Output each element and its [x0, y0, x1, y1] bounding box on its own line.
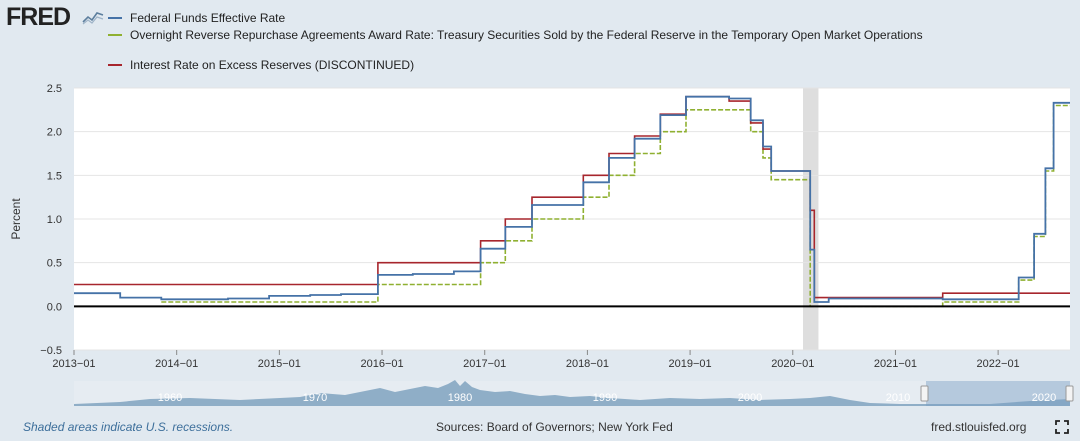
y-tick-label: 0.5: [47, 258, 62, 270]
legend-label: Federal Funds Effective Rate: [130, 11, 286, 25]
y-tick-label: −0.5: [40, 345, 62, 357]
range-slider-label: 1960: [158, 392, 182, 404]
legend-swatch: [108, 34, 122, 36]
x-tick-label: 2015−01: [258, 358, 301, 370]
legend-label: Interest Rate on Excess Reserves (DISCON…: [130, 58, 415, 72]
x-tick-label: 2022−01: [977, 358, 1020, 370]
range-slider-label: 2000: [738, 392, 762, 404]
legend-label: Overnight Reverse Repurchase Agreements …: [130, 28, 923, 42]
recession-note: Shaded areas indicate U.S. recessions.: [23, 420, 234, 434]
range-slider-label: 1980: [448, 392, 472, 404]
x-tick-label: 2019−01: [669, 358, 712, 370]
series-line[interactable]: [74, 95, 1070, 303]
range-slider[interactable]: 1960 1970 1980 1990 2000 2010 2020: [74, 380, 1074, 406]
range-slider-area: [74, 380, 1070, 406]
legend-swatch: [108, 64, 122, 66]
x-tick-label: 2021−01: [874, 358, 917, 370]
fullscreen-icon[interactable]: [1055, 420, 1069, 434]
y-axis-label: Percent: [9, 198, 23, 240]
fred-logo[interactable]: FRED: [6, 3, 71, 31]
range-slider-label: 2020: [1032, 392, 1056, 404]
range-slider-selection[interactable]: [926, 381, 1070, 406]
fred-link[interactable]: fred.stlouisfed.org: [931, 420, 1027, 434]
range-slider-label: 1990: [593, 392, 617, 404]
legend-swatch: [108, 17, 122, 19]
source-text: Sources: Board of Governors; New York Fe…: [436, 420, 673, 434]
range-slider-label: 2010: [886, 392, 910, 404]
y-tick-label: 2.0: [47, 127, 62, 139]
legend-item-ioer[interactable]: Interest Rate on Excess Reserves (DISCON…: [108, 58, 414, 72]
legend-item-onrrp[interactable]: Overnight Reverse Repurchase Agreements …: [108, 28, 923, 42]
range-handle-right[interactable]: [1065, 385, 1074, 402]
legend-item-effr[interactable]: Federal Funds Effective Rate: [108, 11, 285, 25]
y-tick-label: 1.5: [47, 170, 62, 182]
range-handle-left[interactable]: [920, 385, 929, 402]
x-tick-label: 2014−01: [155, 358, 198, 370]
x-tick-label: 2017−01: [463, 358, 506, 370]
x-tick-label: 2020−01: [771, 358, 814, 370]
y-tick-label: 1.0: [47, 214, 62, 226]
x-tick-label: 2013−01: [52, 358, 95, 370]
x-tick-label: 2016−01: [360, 358, 403, 370]
y-tick-label: 2.5: [47, 83, 62, 95]
x-tick-label: 2018−01: [566, 358, 609, 370]
fred-chart-icon: [82, 9, 104, 25]
y-tick-label: 0.0: [47, 301, 62, 313]
range-slider-label: 1970: [303, 392, 327, 404]
